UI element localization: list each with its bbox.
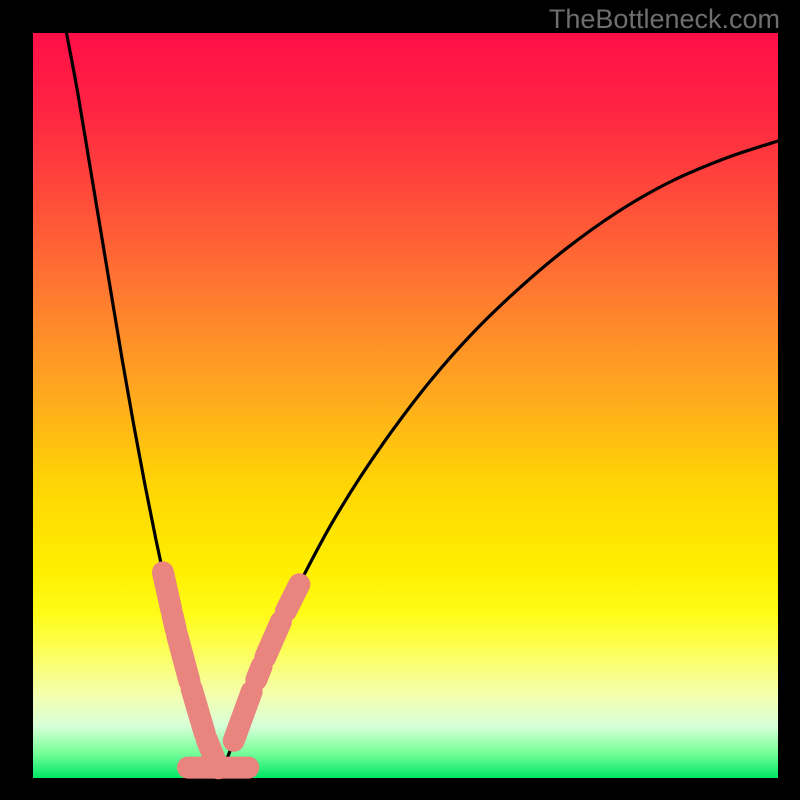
marker-left-0 [163, 572, 171, 609]
marker-right-3 [234, 692, 252, 741]
watermark-text: TheBottleneck.com [549, 4, 780, 35]
marker-right-2 [256, 666, 261, 679]
curve-right-branch [220, 141, 778, 773]
plot-area [33, 33, 778, 778]
marker-right-1 [265, 622, 281, 658]
marker-right-0 [286, 584, 299, 611]
bottleneck-curve-svg [33, 33, 778, 778]
marker-left-3 [192, 689, 205, 734]
curve-left-branch [67, 33, 221, 773]
marker-left-2 [177, 635, 189, 681]
